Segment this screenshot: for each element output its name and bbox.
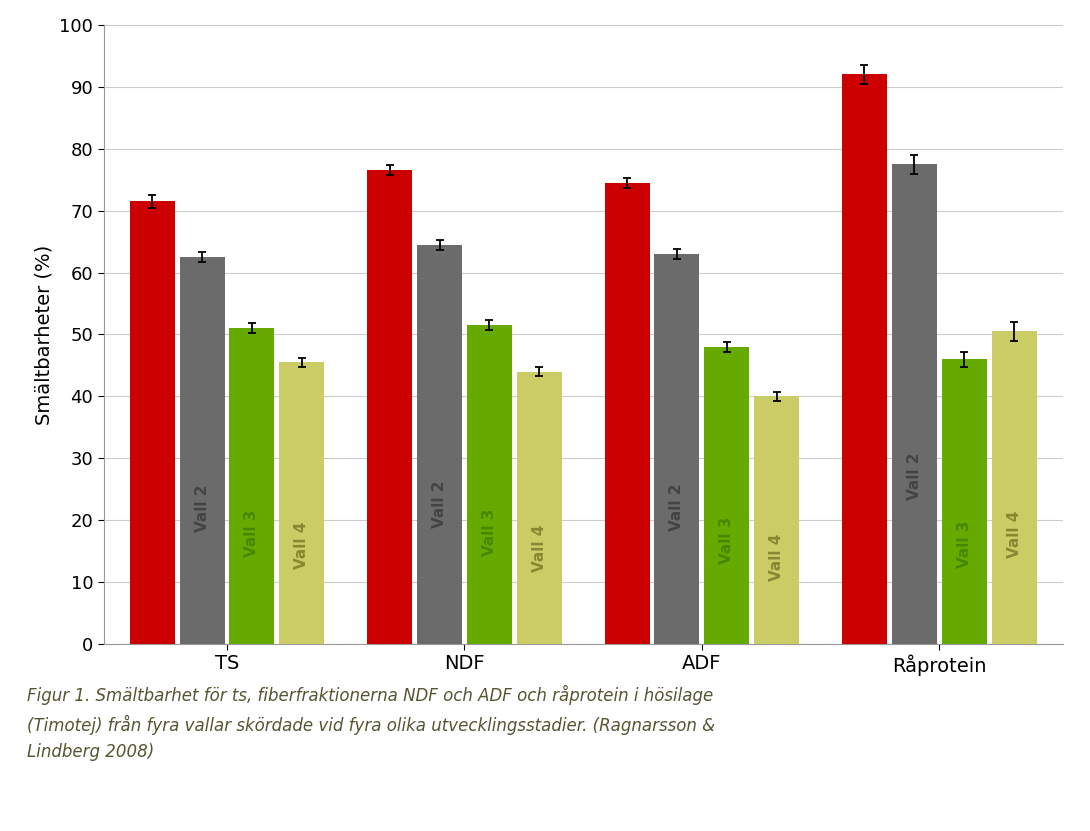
Text: Vall 3: Vall 3 — [482, 509, 497, 556]
Bar — [605, 183, 650, 644]
Text: Vall 2: Vall 2 — [195, 484, 209, 533]
Bar — [417, 244, 462, 644]
Text: Vall 4: Vall 4 — [770, 534, 784, 581]
Text: Vall 1: Vall 1 — [619, 459, 634, 506]
Text: Vall 4: Vall 4 — [1006, 511, 1021, 558]
Text: Vall 2: Vall 2 — [907, 452, 922, 499]
Bar — [517, 371, 561, 644]
Text: Vall 2: Vall 2 — [669, 484, 685, 531]
Text: Vall 2: Vall 2 — [432, 480, 447, 528]
Text: Vall 1: Vall 1 — [857, 421, 872, 469]
Bar — [704, 347, 749, 644]
Text: Vall 4: Vall 4 — [532, 525, 547, 573]
Text: Vall 1: Vall 1 — [145, 465, 160, 513]
Text: Vall 3: Vall 3 — [244, 510, 259, 558]
Bar — [229, 328, 275, 644]
Bar — [992, 332, 1037, 644]
Bar — [180, 257, 225, 644]
Text: Vall 3: Vall 3 — [957, 521, 971, 568]
Bar — [754, 396, 799, 644]
Y-axis label: Smältbarheter (%): Smältbarheter (%) — [35, 244, 53, 425]
Bar — [467, 325, 512, 644]
Text: Vall 4: Vall 4 — [294, 522, 310, 569]
Bar — [841, 75, 887, 644]
Bar — [279, 362, 325, 644]
Bar — [130, 201, 174, 644]
Bar — [942, 359, 986, 644]
Text: Vall 3: Vall 3 — [719, 516, 735, 563]
Bar — [654, 254, 700, 644]
Bar — [892, 165, 937, 644]
Bar — [367, 170, 412, 644]
Text: Figur 1. Smältbarhet för ts, fiberfraktionerna NDF och ADF och råprotein i hösil: Figur 1. Smältbarhet för ts, fiberfrakti… — [27, 685, 715, 761]
Text: Vall 1: Vall 1 — [383, 455, 397, 502]
